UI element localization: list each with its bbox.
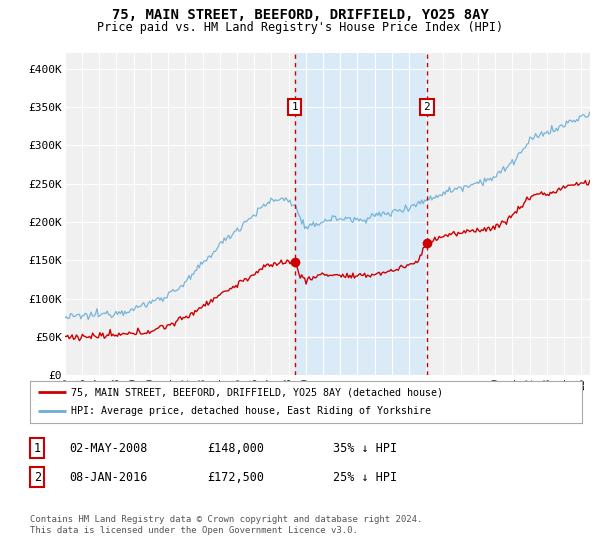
Text: 08-JAN-2016: 08-JAN-2016 (69, 470, 148, 484)
Text: Price paid vs. HM Land Registry's House Price Index (HPI): Price paid vs. HM Land Registry's House … (97, 21, 503, 34)
Text: HPI: Average price, detached house, East Riding of Yorkshire: HPI: Average price, detached house, East… (71, 407, 431, 417)
Text: 2: 2 (34, 470, 41, 484)
Text: 25% ↓ HPI: 25% ↓ HPI (333, 470, 397, 484)
Text: £172,500: £172,500 (207, 470, 264, 484)
Bar (295, 53, 427, 375)
Text: 02-MAY-2008: 02-MAY-2008 (69, 441, 148, 455)
Text: 1: 1 (34, 441, 41, 455)
Text: 35% ↓ HPI: 35% ↓ HPI (333, 441, 397, 455)
Text: 1: 1 (291, 102, 298, 112)
Text: 75, MAIN STREET, BEEFORD, DRIFFIELD, YO25 8AY: 75, MAIN STREET, BEEFORD, DRIFFIELD, YO2… (112, 8, 488, 22)
Text: £148,000: £148,000 (207, 441, 264, 455)
Text: 75, MAIN STREET, BEEFORD, DRIFFIELD, YO25 8AY (detached house): 75, MAIN STREET, BEEFORD, DRIFFIELD, YO2… (71, 387, 443, 397)
Text: Contains HM Land Registry data © Crown copyright and database right 2024.: Contains HM Land Registry data © Crown c… (30, 515, 422, 524)
Text: This data is licensed under the Open Government Licence v3.0.: This data is licensed under the Open Gov… (30, 526, 358, 535)
Text: 2: 2 (424, 102, 430, 112)
